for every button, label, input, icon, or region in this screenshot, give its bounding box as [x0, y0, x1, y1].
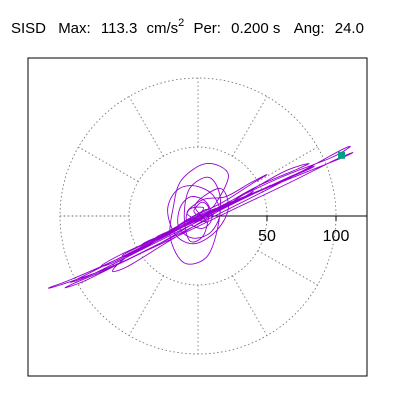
grid-spoke	[257, 146, 318, 182]
max-unit: cm/s	[146, 20, 178, 37]
x-tick-label-50: 50	[258, 228, 276, 245]
x-tick-label-100: 100	[323, 228, 350, 245]
grid-spoke	[257, 250, 318, 286]
max-value: 113.3	[101, 20, 137, 37]
marker-layer	[338, 151, 346, 159]
max-label: Max:	[58, 20, 91, 37]
end-marker-point	[338, 151, 346, 159]
ang-value: 24.0	[335, 20, 364, 37]
grid-spoke	[78, 146, 139, 182]
per-label: Per:	[193, 20, 221, 37]
max-unit-exponent: 2	[178, 17, 184, 29]
grid-spoke	[232, 275, 268, 336]
orbit-series-line	[48, 145, 354, 289]
plot-frame	[27, 57, 368, 377]
grid-spoke	[128, 275, 164, 336]
station-name: SISD	[11, 20, 46, 37]
per-value: 0.200 s	[231, 20, 280, 37]
orbit-layer	[48, 145, 354, 289]
grid-spoke	[128, 96, 164, 157]
x-axis: 50 100	[198, 215, 367, 245]
chart-title: SISD Max: 113.3 cm/s2 Per: 0.200 s Ang: …	[11, 13, 364, 37]
grid-spoke	[232, 96, 268, 157]
ang-label: Ang:	[294, 20, 325, 37]
